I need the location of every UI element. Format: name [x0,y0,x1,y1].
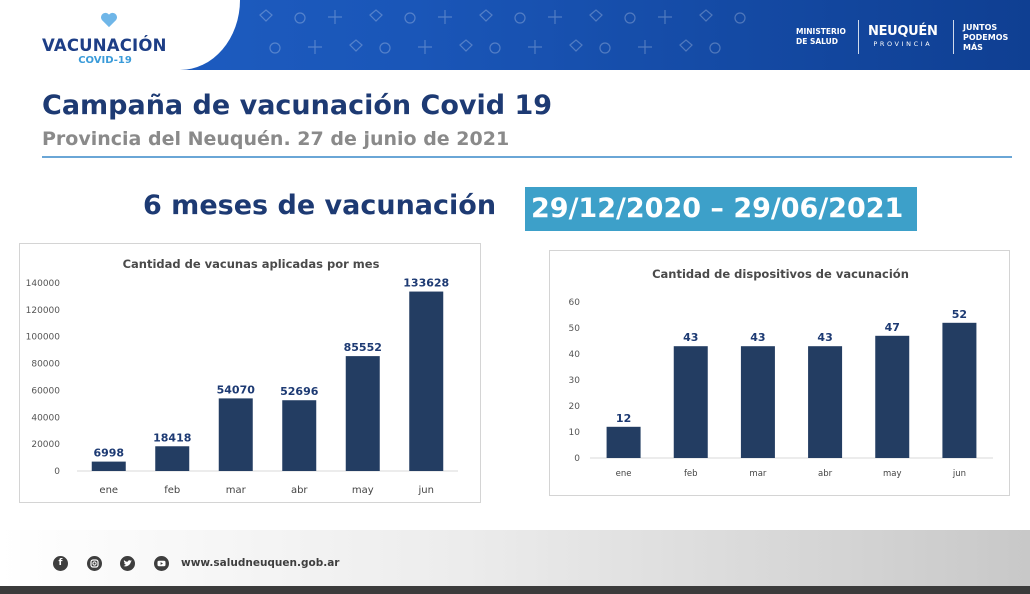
logo-title: VACUNACIÓN [42,36,167,55]
header-pattern [259,9,746,54]
x-category-label: feb [684,469,698,479]
facebook-icon[interactable]: f [53,556,68,571]
y-tick-label: 10 [569,428,581,438]
page-title: Campaña de vacunación Covid 19 [42,90,553,121]
x-category-label: jun [952,469,966,479]
vaccines-bar-mar [218,398,253,471]
data-label: 43 [817,331,832,344]
header-divider [858,20,859,54]
devices-bar-abr [808,346,843,458]
neuquen-logo: NEUQUÉN PROVINCIA [868,24,938,48]
y-tick-label: 20 [569,402,581,412]
header-divider [953,20,954,54]
y-tick-label: 60000 [31,386,60,396]
x-category-label: abr [291,485,308,496]
y-tick-label: 30 [569,376,581,386]
twitter-icon[interactable] [120,556,135,571]
ministerio-label: MINISTERIO DE SALUD [796,27,846,46]
data-label: 47 [885,321,900,334]
headline-dates: 29/12/2020 – 29/06/2021 [525,187,917,231]
x-category-label: ene [99,485,118,496]
data-label: 43 [750,331,765,344]
x-category-label: mar [749,469,766,479]
devices-bar-feb [673,346,708,458]
vaccines-bar-feb [155,446,190,471]
footer [0,530,1030,586]
x-category-label: jun [418,485,434,496]
neuquen-title: NEUQUÉN [868,24,938,39]
y-tick-label: 140000 [26,279,61,289]
devices-bar-ene [606,426,641,458]
chart-title: Cantidad de dispositivos de vacunación [652,267,909,281]
data-label: 12 [616,412,631,425]
y-tick-label: 120000 [26,306,61,316]
vaccines-bar-may [345,356,380,471]
vacunacion-logo: VACUNACIÓN COVID-19 [42,12,182,66]
headline-text: 6 meses de vacunación [143,190,497,221]
devices-bar-jun [942,322,977,458]
x-category-label: may [883,469,902,479]
devices-bar-may [875,335,910,458]
juntos-slogan: JUNTOS PODEMOS MÁS [963,23,1009,52]
provincia-label: PROVINCIA [873,40,933,48]
data-label: 6998 [93,447,124,460]
y-tick-label: 60 [569,298,581,308]
y-tick-label: 0 [574,454,580,464]
data-label: 54070 [217,383,256,396]
y-tick-label: 40 [569,350,581,360]
vaccines-bar-ene [91,461,126,471]
heart-icon [101,12,117,28]
data-label: 85552 [344,341,382,354]
chart-title: Cantidad de vacunas aplicadas por mes [123,257,380,271]
data-label: 43 [683,331,698,344]
website-link[interactable]: www.saludneuquen.gob.ar [181,557,340,569]
footer-strip [0,586,1030,594]
data-label: 133628 [403,277,449,290]
x-category-label: may [352,485,374,496]
y-tick-label: 40000 [31,413,60,423]
devices-chart: Cantidad de dispositivos de vacunación 0 1… [549,250,1010,496]
vaccines-bar-jun [409,291,444,471]
vaccines-per-month-chart: Cantidad de vacunas aplicadas por mes 0 20… [19,243,481,503]
x-category-label: abr [818,469,833,479]
x-category-label: mar [226,485,247,496]
instagram-icon[interactable] [87,556,102,571]
logo-subtitle: COVID-19 [78,55,132,66]
data-label: 18418 [153,431,191,444]
header-white-panel [0,0,240,70]
y-tick-label: 20000 [31,440,60,450]
x-category-label: ene [616,469,632,479]
vaccines-chart-svg: Cantidad de vacunas aplicadas por mes 0 20… [26,257,458,496]
youtube-icon[interactable] [154,556,169,571]
x-category-label: feb [164,485,180,496]
y-tick-label: 100000 [26,333,61,343]
page-subtitle: Provincia del Neuquén. 27 de junio de 20… [42,128,510,150]
y-tick-label: 80000 [31,360,60,370]
data-label: 52696 [280,385,319,398]
data-label: 52 [952,308,967,321]
devices-chart-svg: Cantidad de dispositivos de vacunación 0 1… [569,267,993,479]
vaccines-bar-abr [282,400,317,471]
y-tick-label: 50 [569,324,581,334]
devices-bar-mar [740,346,775,458]
y-tick-label: 0 [54,467,60,477]
header-banner: VACUNACIÓN COVID-19 MINISTERIO DE SALUD … [0,0,1030,70]
title-divider [42,156,1012,158]
